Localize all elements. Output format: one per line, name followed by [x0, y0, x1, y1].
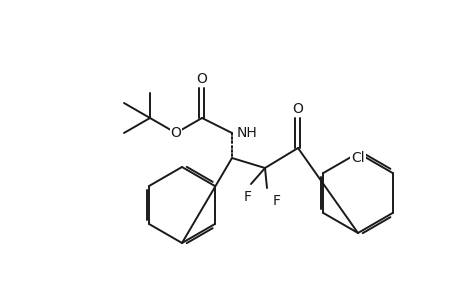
- Text: O: O: [196, 72, 207, 86]
- Text: O: O: [170, 126, 181, 140]
- Text: F: F: [272, 194, 280, 208]
- Text: F: F: [243, 190, 252, 204]
- Text: O: O: [292, 102, 303, 116]
- Text: Cl: Cl: [350, 151, 364, 165]
- Text: NH: NH: [236, 126, 257, 140]
